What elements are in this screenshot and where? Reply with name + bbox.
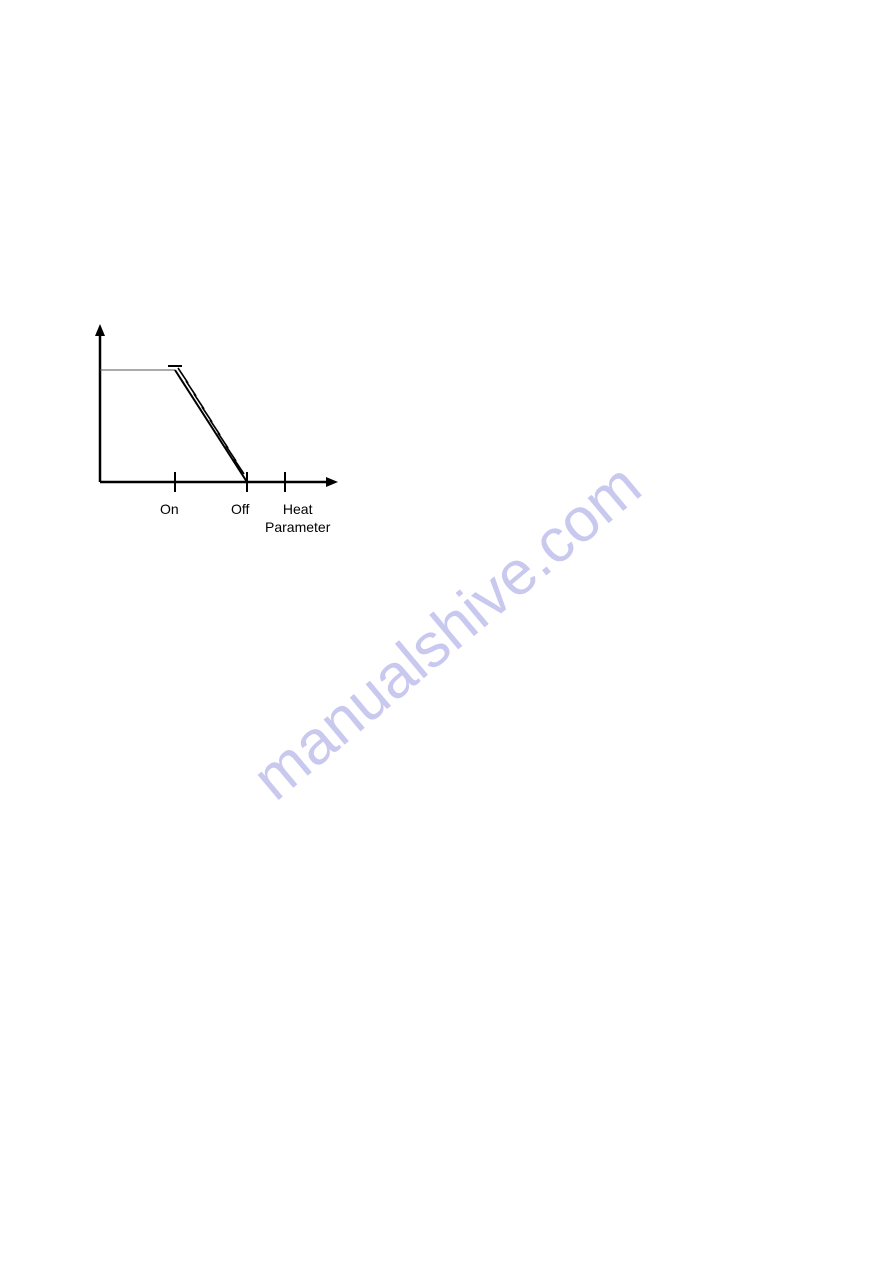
diagram: On Off Heat Parameter [85, 320, 345, 580]
label-heat-parameter: Heat Parameter [265, 500, 330, 536]
diagram-svg [85, 320, 345, 520]
x-axis-arrowhead [326, 477, 338, 487]
hatch-mark [234, 459, 244, 474]
label-off: Off [231, 500, 249, 518]
decline-line [175, 370, 247, 482]
y-axis-arrowhead [95, 324, 105, 336]
label-on: On [160, 500, 179, 518]
hatching-group [178, 368, 244, 474]
